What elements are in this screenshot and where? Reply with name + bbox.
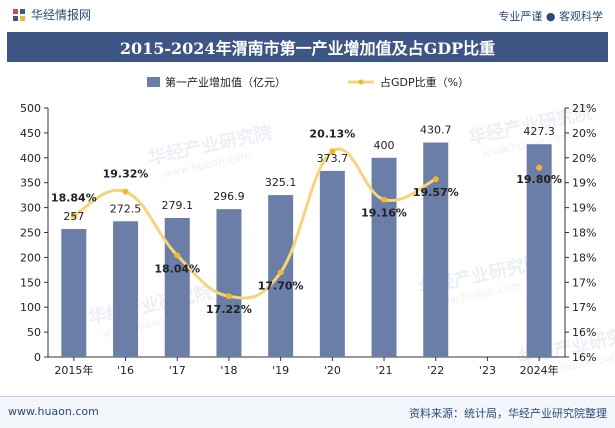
y-right-tick-label: 16% (572, 326, 596, 339)
legend-line-label: 占GDP比重（%） (380, 75, 469, 89)
y-left-tick-label: 350 (20, 177, 41, 190)
y-right-tick-label: 18% (572, 251, 596, 264)
y-right-tick-label: 19% (572, 177, 596, 190)
series-line (73, 147, 437, 300)
footer-website: www.huaon.com (8, 405, 99, 418)
line-point (122, 188, 129, 195)
legend-bar-swatch (147, 77, 160, 87)
y-left-tick-label: 200 (20, 251, 41, 264)
y-right-tick-label: 17% (572, 276, 596, 289)
x-tick-label: '16 (117, 364, 134, 377)
line-point (536, 164, 543, 171)
x-tick-label: '17 (169, 364, 186, 377)
bar (164, 218, 190, 357)
bar-value-label: 279.1 (162, 199, 194, 212)
line-point (381, 196, 388, 203)
chart: 华经产业研究院www.huaon.com华经产业研究院www.huaon.com… (20, 75, 615, 381)
legend-bar-label: 第一产业增加值（亿元） (165, 75, 286, 89)
y-left-tick-label: 500 (20, 102, 41, 115)
bar-value-label: 400 (374, 139, 395, 152)
brand: 华经情报网 (12, 6, 91, 23)
chart-title: 2015-2024年渭南市第一产业增加值及占GDP比重 (119, 39, 496, 58)
bar-value-label: 296.9 (213, 190, 245, 203)
chart-title-bar: 2015-2024年渭南市第一产业增加值及占GDP比重 (7, 32, 608, 62)
line-value-label: 18.84% (51, 192, 97, 205)
y-left-tick-label: 300 (20, 202, 41, 215)
line-series (70, 147, 543, 300)
bar-value-label: 257 (63, 210, 84, 223)
bar (216, 209, 242, 357)
bar-value-label: 373.7 (317, 152, 349, 165)
y-left-tick-label: 50 (27, 326, 41, 339)
x-tick-label: '18 (220, 364, 237, 377)
footer: www.huaon.com 资料来源：统计局，华经产业研究院整理 (0, 396, 615, 428)
line-value-label: 18.04% (154, 262, 200, 275)
bar (423, 142, 449, 357)
bar (319, 170, 345, 357)
y-left-tick-label: 450 (20, 127, 41, 140)
bar (268, 195, 294, 357)
brand-name: 华经情报网 (31, 8, 92, 22)
data-labels: 257 272.5 279.1 296.9 325.1 373.7 400 430.7 427.… (51, 124, 562, 317)
y-right-tick-label: 18% (572, 227, 596, 240)
x-tick-label: '22 (427, 364, 444, 377)
line-point (329, 148, 336, 155)
bar (371, 157, 397, 357)
bar-series (61, 142, 552, 357)
y-left-tick-label: 400 (20, 152, 41, 165)
y-right-tick-label: 20% (572, 127, 596, 140)
x-tick-label: '20 (324, 364, 341, 377)
axes: 0 16% 50 16% 100 17% 150 17% 200 18% 250 18% 300 19% 3… (20, 102, 596, 377)
x-tick-label: 2015年 (54, 363, 93, 377)
y-right-tick-label: 20% (572, 152, 596, 165)
line-point (277, 269, 284, 276)
bar (113, 221, 139, 357)
legend: 第一产业增加值（亿元） 占GDP比重（%） (147, 75, 469, 89)
y-right-tick-label: 21% (572, 102, 596, 115)
x-tick-label: '19 (272, 364, 289, 377)
line-value-label: 19.80% (516, 173, 562, 186)
y-right-tick-label: 16% (572, 351, 596, 364)
line-point (432, 176, 439, 183)
line-point (225, 293, 232, 300)
bar (61, 229, 87, 357)
y-right-tick-label: 19% (572, 202, 596, 215)
y-left-tick-label: 0 (34, 351, 41, 364)
line-value-label: 19.57% (413, 186, 459, 199)
bar-value-label: 325.1 (265, 176, 297, 189)
line-value-label: 17.70% (258, 279, 304, 292)
bar-value-label: 272.5 (110, 202, 142, 215)
y-left-tick-label: 100 (20, 301, 41, 314)
y-right-tick-label: 17% (572, 301, 596, 314)
line-value-label: 19.16% (361, 207, 407, 220)
line-value-label: 19.32% (103, 168, 149, 181)
legend-line-marker (358, 79, 364, 85)
x-tick-label: '21 (376, 364, 393, 377)
y-left-tick-label: 150 (20, 276, 41, 289)
line-value-label: 17.22% (206, 303, 252, 316)
bar-value-label: 430.7 (420, 124, 452, 137)
bar (526, 144, 552, 357)
y-left-tick-label: 250 (20, 227, 41, 240)
line-point (70, 212, 77, 219)
bar-value-label: 427.3 (523, 125, 555, 138)
line-value-label: 20.13% (309, 127, 355, 140)
top-bar: 华经情报网 专业严谨 ● 客观科学 (0, 0, 615, 30)
brand-logo-icon (12, 8, 26, 22)
line-point (174, 252, 181, 259)
tagline: 专业严谨 ● 客观科学 (498, 10, 603, 23)
x-tick-label: '23 (479, 364, 496, 377)
footer-source: 资料来源：统计局，华经产业研究院整理 (409, 407, 607, 420)
x-tick-label: 2024年 (520, 363, 559, 377)
